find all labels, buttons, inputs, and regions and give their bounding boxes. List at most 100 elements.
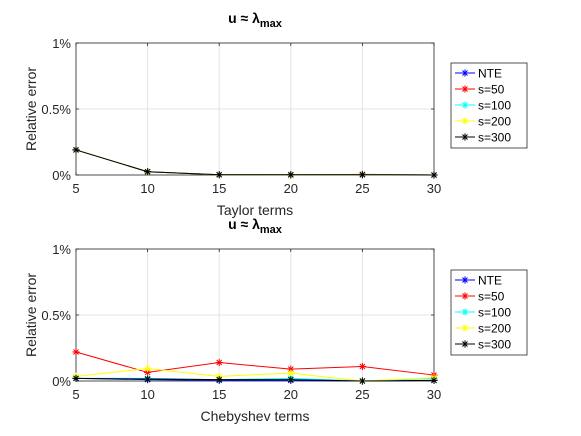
chart-1-series-s300-point-stroke — [216, 171, 223, 178]
chart-1-y-tick-label: 1% — [52, 36, 71, 51]
chart-2-legend: NTE s=50 s=100 s=200 s=300 — [450, 269, 528, 356]
chart-1-legend-label: s=200 — [478, 115, 511, 129]
chart-1-legend-label: s=100 — [478, 99, 511, 113]
chart-1-title-subscript: max — [260, 18, 283, 30]
chart-2-title-subscript: max — [260, 224, 283, 236]
chart-1-legend-marker — [461, 85, 469, 93]
chart-2-x-tick-label: 25 — [355, 387, 369, 402]
chart-1-series-s300-point-stroke — [144, 168, 151, 175]
chart-2-series-s200-point — [144, 364, 152, 373]
chart-2-legend-marker-stroke — [462, 293, 468, 299]
chart-2-series-s300-point-stroke — [144, 376, 151, 382]
chart-2-x-tick-label: 15 — [212, 387, 226, 402]
chart-2-legend-marker-stroke — [462, 277, 468, 283]
chart-1-legend-label: NTE — [478, 67, 502, 81]
chart-1-title: u ≈ λmax — [228, 10, 283, 30]
chart-2-series-s300-line — [75, 377, 435, 382]
chart-1-legend-marker — [461, 69, 469, 77]
chart-1-legend-label: s=50 — [478, 83, 505, 97]
chart-1-series-s300-point — [430, 171, 438, 179]
chart-2-series-s50-point — [358, 362, 366, 371]
chart-2-series-s300-point-stroke — [287, 376, 294, 383]
chart-1-legend: NTE s=50 s=100 s=200 s=300 — [450, 62, 528, 149]
chart-1-series-s300-point — [215, 171, 223, 179]
chart-2-x-axis-label: Chebyshev terms — [201, 408, 310, 424]
chart-1-legend-marker-stroke — [462, 70, 468, 76]
chart-1-series-s300-point-stroke — [431, 172, 437, 178]
chart-2-y-tick-label: 0.5% — [41, 308, 71, 323]
chart-2: 5 10 15 20 25 30 0% 0.5% 1% u ≈ λmax Chebyshev ter… — [23, 216, 528, 424]
chart-2-series-s300-point — [144, 375, 152, 383]
chart-2-legend-label: s=200 — [478, 322, 511, 336]
chart-2-series-s300-point-stroke — [431, 377, 437, 384]
chart-2-legend-marker-stroke — [462, 341, 468, 347]
chart-1-legend-label: s=300 — [478, 131, 511, 145]
chart-2-series-s200-point-stroke — [144, 365, 151, 372]
chart-1-x-axis-label: Taylor terms — [217, 202, 293, 218]
chart-1-legend-marker — [461, 117, 469, 125]
chart-2-series-s50-point-stroke — [216, 359, 223, 366]
chart-1-y-tick-label: 0.5% — [41, 102, 71, 117]
chart-1-legend-marker-stroke — [462, 134, 468, 140]
chart-2-series-s300-point-stroke — [73, 375, 79, 382]
chart-1-series-s300-point — [144, 168, 152, 176]
chart-2-series-s200-point — [287, 369, 295, 377]
chart-1-x-tick-label: 25 — [355, 181, 369, 196]
chart-1-legend-marker-stroke — [462, 118, 468, 124]
chart-2-legend-marker — [461, 276, 469, 284]
chart-1-x-tick-label: 15 — [212, 181, 226, 196]
chart-2-series-s300-point-stroke — [359, 378, 366, 384]
chart-1-legend-marker — [461, 133, 469, 141]
chart-2-legend-marker — [461, 308, 469, 316]
chart-2-legend-marker — [461, 340, 469, 348]
chart-2-legend-label: s=100 — [478, 306, 511, 320]
chart-2-x-tick-label: 10 — [140, 387, 154, 402]
chart-2-series-s50-point-stroke — [73, 349, 79, 355]
chart-2-series-s300-point-stroke — [216, 376, 223, 383]
chart-1-series-s300-point — [287, 171, 295, 179]
chart-2-series-s300-point — [287, 376, 295, 384]
chart-2-series-s300-point — [215, 376, 223, 384]
chart-1-series-s300-point — [358, 171, 366, 179]
chart-1-legend-marker-stroke — [462, 86, 468, 92]
chart-1-x-tick-label: 30 — [427, 181, 441, 196]
chart-1-y-tick-label: 0% — [52, 168, 71, 183]
chart-2-y-tick-label: 1% — [52, 242, 71, 257]
chart-1-x-tick-label: 20 — [284, 181, 298, 196]
chart-2-x-tick-label: 20 — [284, 387, 298, 402]
chart-2-series-s50-point — [215, 358, 223, 367]
chart-2-series-s300-point — [72, 374, 80, 382]
chart-1-title-base: u ≈ λ — [228, 10, 260, 26]
chart-1: 5 10 15 20 25 30 0% 0.5% 1% u ≈ λmax Taylor terms R… — [23, 10, 528, 218]
chart-2-y-axis-label: Relative error — [23, 273, 39, 357]
chart-2-series-s300-point — [430, 376, 438, 384]
chart-2-series-s50-line — [75, 351, 435, 376]
chart-2-y-tick-label: 0% — [52, 374, 71, 389]
chart-1-series-s300-point — [72, 146, 80, 154]
chart-2-series-s50-point-stroke — [359, 363, 366, 370]
chart-2-legend-label: s=300 — [478, 338, 511, 352]
chart-1-series-s300-line — [75, 149, 435, 176]
chart-2-legend-marker — [461, 292, 469, 300]
chart-2-x-tick-label: 5 — [72, 387, 79, 402]
chart-2-title-base: u ≈ λ — [228, 216, 260, 232]
chart-2-series-s200-point-stroke — [287, 370, 294, 376]
chart-1-legend-marker-stroke — [462, 102, 468, 108]
chart-1-x-tick-label: 5 — [72, 181, 79, 196]
chart-2-legend-label: NTE — [478, 274, 502, 288]
chart-2-legend-label: s=50 — [478, 290, 505, 304]
chart-1-series-s300-point-stroke — [73, 147, 79, 153]
chart-2-x-tick-label: 30 — [427, 387, 441, 402]
chart-2-legend-marker — [461, 324, 469, 332]
chart-1-x-tick-label: 10 — [140, 181, 154, 196]
chart-1-y-axis-label: Relative error — [23, 67, 39, 151]
chart-2-title: u ≈ λmax — [228, 216, 283, 236]
chart-1-series-s300-point-stroke — [359, 171, 366, 178]
chart-2-legend-marker-stroke — [462, 309, 468, 315]
chart-1-legend-marker — [461, 101, 469, 109]
chart-2-legend-marker-stroke — [462, 325, 468, 331]
chart-2-series-s50-point — [72, 348, 80, 356]
chart-2-series-s300-point — [358, 377, 366, 385]
chart-1-series-s300-point-stroke — [287, 171, 294, 178]
